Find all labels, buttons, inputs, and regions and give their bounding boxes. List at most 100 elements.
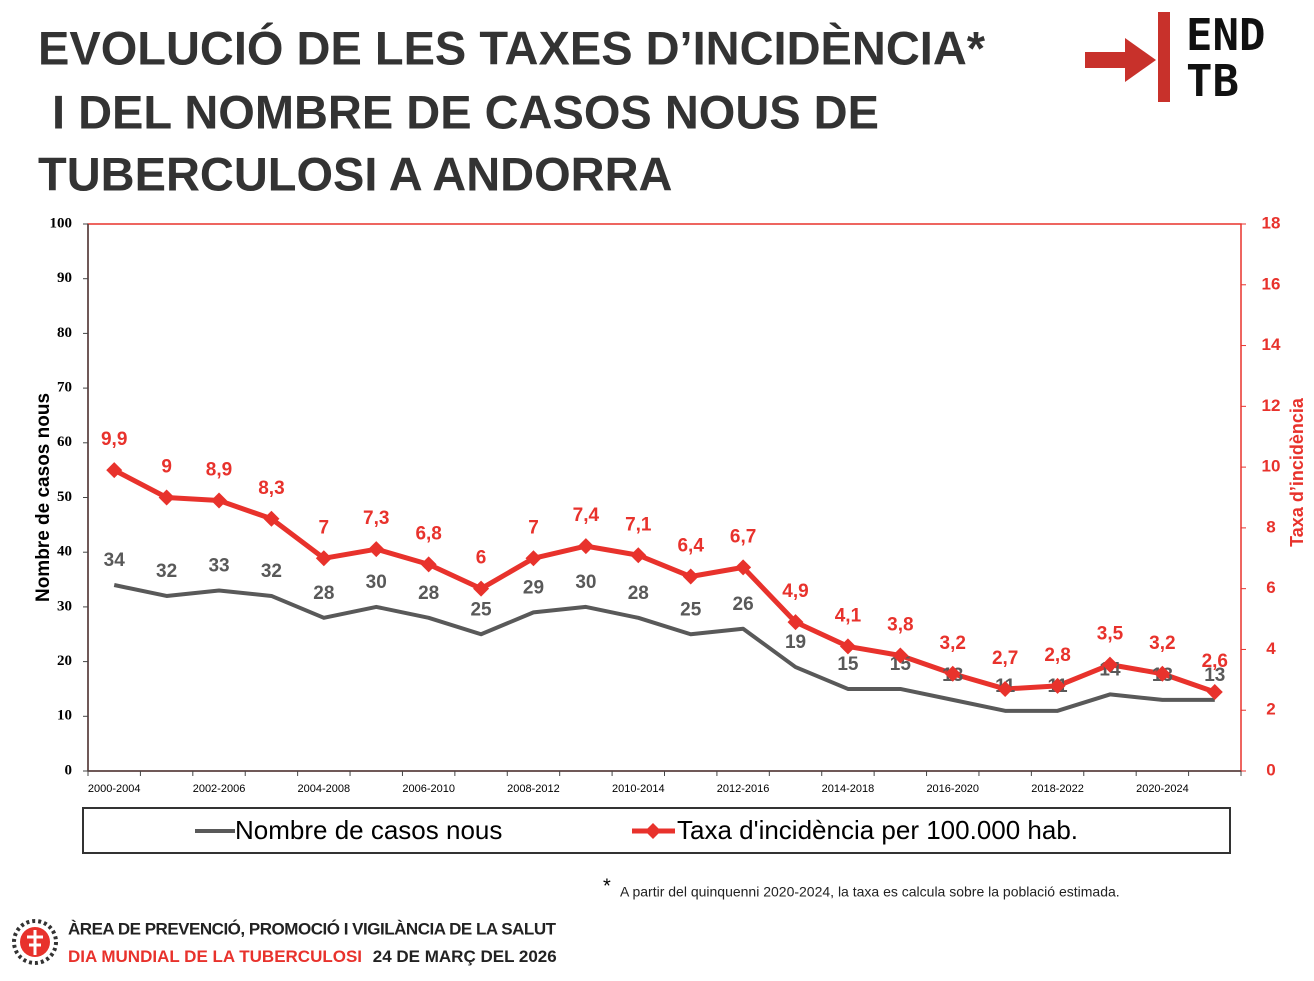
footer-icon (12, 919, 58, 965)
y2-tick-label: 14 (1262, 335, 1281, 354)
marker (420, 556, 437, 573)
data-label: 29 (523, 577, 544, 598)
y2-tick-label: 10 (1262, 457, 1281, 476)
x-tick-label: 2018-2022 (1031, 783, 1084, 795)
data-label: 28 (418, 583, 439, 604)
x-tick-label: 2016-2020 (926, 783, 979, 795)
data-label: 28 (313, 583, 334, 604)
data-label: 7 (319, 517, 330, 538)
y-tick-label: 50 (57, 489, 72, 505)
marker (1101, 656, 1118, 673)
x-tick-label: 2002-2006 (193, 783, 246, 795)
logo: END TB (1085, 10, 1265, 107)
data-label: 2,8 (1044, 645, 1070, 666)
logo-bar (1158, 12, 1170, 102)
legend-label: Taxa d'incidència per 100.000 hab. (677, 815, 1078, 845)
y-tick-label: 60 (57, 434, 72, 450)
data-label: 30 (575, 572, 596, 593)
data-label: 6 (476, 548, 487, 569)
footer-event: DIA MUNDIAL DE LA TUBERCULOSI (68, 947, 362, 966)
marker (211, 492, 228, 509)
title-line: I DEL NOMBRE DE CASOS NOUS DE (52, 85, 879, 138)
y2-tick-label: 12 (1262, 396, 1281, 415)
data-label: 3,8 (887, 615, 913, 636)
x-tick-label: 2012-2016 (717, 783, 770, 795)
data-label: 8,3 (258, 478, 284, 499)
legend-marker (645, 823, 661, 839)
data-label: 8,9 (206, 460, 232, 481)
y2-axis-title: Taxa d’incidència (1287, 397, 1307, 547)
series-line (113, 467, 1216, 695)
marker (315, 550, 332, 567)
data-label: 3,2 (1149, 633, 1175, 654)
data-label: 4,1 (835, 605, 862, 626)
data-label: 15 (890, 654, 912, 675)
y2-tick-label: 0 (1266, 760, 1275, 779)
marker (106, 462, 123, 479)
x-tick-label: 2000-2004 (88, 783, 141, 795)
y-tick-label: 20 (57, 653, 72, 669)
data-label: 30 (366, 572, 387, 593)
data-label: 6,8 (415, 523, 441, 544)
marker (368, 541, 385, 558)
data-label: 2,6 (1202, 651, 1228, 672)
marker (892, 647, 909, 664)
data-label: 6,7 (730, 526, 756, 547)
y-tick-label: 30 (57, 598, 72, 614)
series-line (113, 583, 1215, 713)
data-label: 7,3 (363, 508, 389, 529)
marker (263, 510, 280, 527)
y-tick-label: 40 (57, 544, 72, 560)
data-label: 32 (261, 561, 282, 582)
data-label: 13 (1204, 665, 1225, 686)
data-label: 26 (733, 594, 754, 615)
footer-line: ÀREA DE PREVENCIÓ, PROMOCIÓ I VIGILÀNCIA… (68, 919, 557, 938)
y-tick-label: 0 (65, 762, 73, 778)
x-tick-label: 2004-2008 (298, 783, 351, 795)
marker (630, 547, 647, 564)
icon-ring (12, 919, 58, 965)
x-tick-label: 2006-2010 (402, 783, 455, 795)
title: EVOLUCIÓ DE LES TAXES D’INCIDÈNCIA* I DE… (38, 21, 986, 200)
marker (1206, 683, 1223, 700)
title-line: EVOLUCIÓ DE LES TAXES D’INCIDÈNCIA* (38, 21, 986, 74)
logo-text: END (1186, 10, 1265, 61)
marker (997, 680, 1014, 697)
logo-arrow (1085, 52, 1133, 68)
data-label: 7,1 (625, 514, 652, 535)
y-tick-label: 10 (57, 708, 72, 724)
x-tick-label: 2008-2012 (507, 783, 560, 795)
y2-tick-label: 6 (1266, 578, 1275, 597)
y2-tick-label: 16 (1262, 274, 1281, 293)
data-label: 3,2 (940, 633, 966, 654)
x-tick-label: 2020-2024 (1136, 783, 1189, 795)
logo-text: TB (1186, 56, 1239, 107)
marker (1154, 665, 1171, 682)
icon-cross (27, 930, 43, 955)
marker (839, 638, 856, 655)
y-tick-label: 70 (57, 380, 72, 396)
data-label: 7 (528, 517, 539, 538)
data-label: 7,4 (573, 505, 600, 526)
marker (473, 580, 490, 597)
y2-tick-label: 4 (1266, 639, 1276, 658)
data-label: 25 (680, 599, 702, 620)
y-tick-label: 80 (57, 325, 72, 341)
data-label: 6,4 (677, 536, 704, 557)
data-label: 25 (470, 599, 492, 620)
marker (735, 559, 752, 576)
marker (577, 538, 594, 555)
marker (682, 568, 699, 585)
footnote-mark: * (603, 875, 611, 897)
data-label: 9 (161, 457, 172, 478)
data-label: 32 (156, 561, 177, 582)
marker (158, 489, 175, 506)
footnote: A partir del quinquenni 2020-2024, la ta… (620, 884, 1120, 900)
marker (525, 550, 542, 567)
y-tick-label: 100 (50, 215, 73, 231)
legend-label: Nombre de casos nous (235, 815, 502, 845)
data-label: 28 (628, 583, 649, 604)
data-label: 19 (785, 632, 806, 653)
data-label: 34 (104, 550, 126, 571)
